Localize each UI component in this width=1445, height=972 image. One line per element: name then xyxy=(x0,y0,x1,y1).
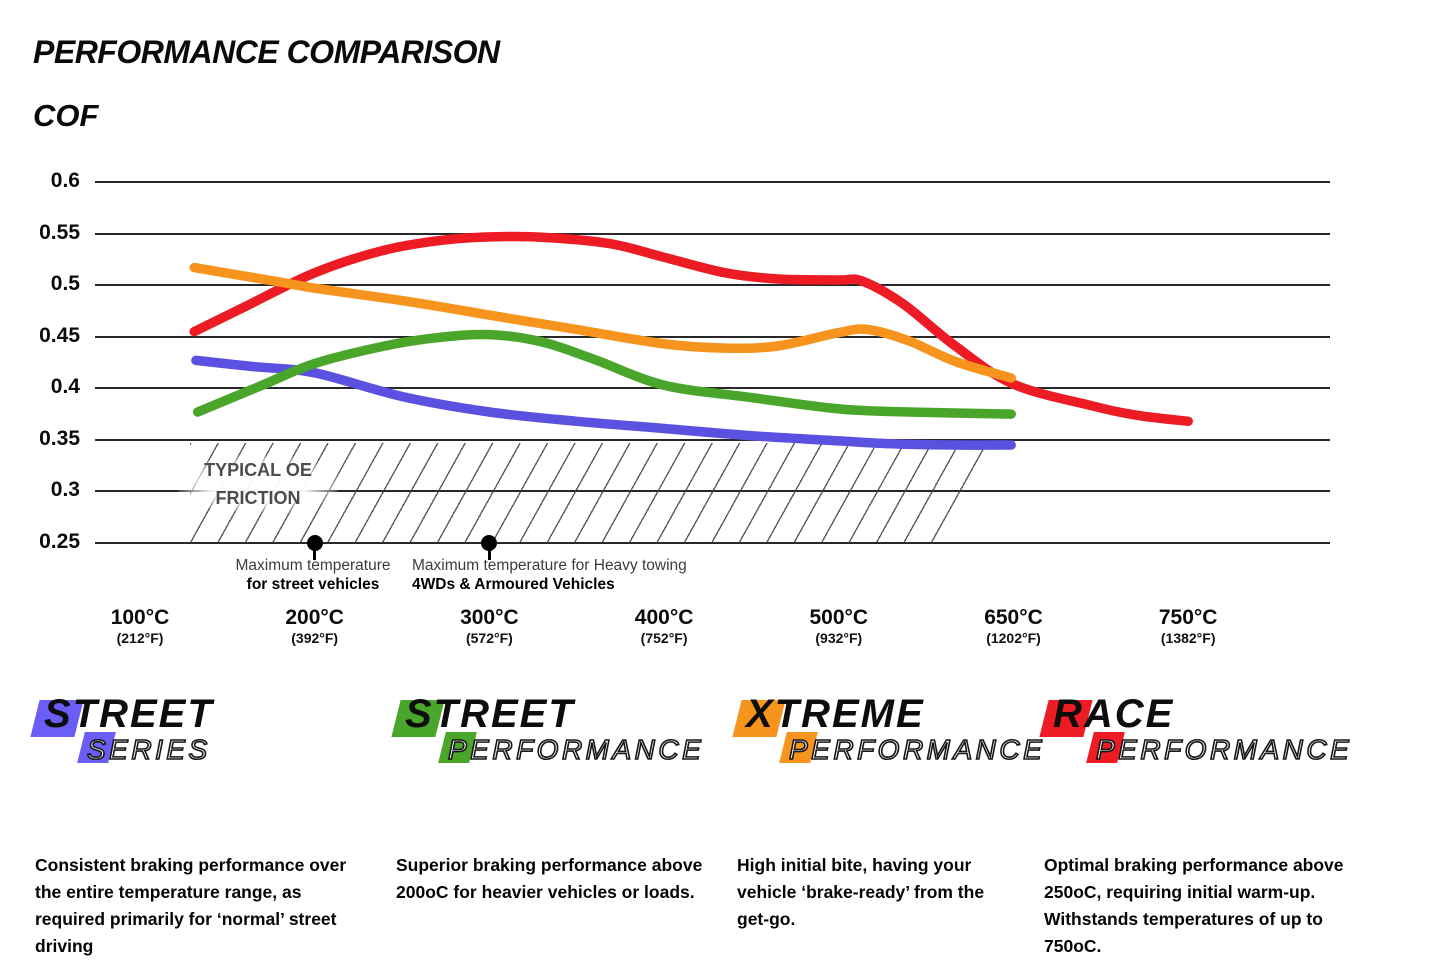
gridline xyxy=(95,232,1330,235)
x-tick-fahrenheit: (212°F) xyxy=(116,630,164,646)
x-tick-fahrenheit: (752°F) xyxy=(640,630,688,646)
legend-description: High initial bite, having your vehicle ‘… xyxy=(737,855,985,929)
legend-street-series: STREET SERIES Consistent braking perform… xyxy=(30,692,360,960)
x-tick-celsius: 500°C xyxy=(809,606,869,629)
y-axis-title: COF xyxy=(33,98,99,133)
logo-word-primary: XTREME xyxy=(746,692,925,736)
x-tick-celsius: 300°C xyxy=(460,606,519,629)
xtreme-performance-logo: XTREME PERFORMANCE xyxy=(732,692,1043,774)
x-tick-fahrenheit: (932°F) xyxy=(815,630,863,646)
x-tick-fahrenheit: (1382°F) xyxy=(1160,630,1216,646)
legend-xtreme-performance: XTREME PERFORMANCE High initial bite, ha… xyxy=(732,692,1043,933)
gridline xyxy=(95,284,1330,287)
y-tick-label: 0.25 xyxy=(39,529,80,553)
logo-word-secondary: PERFORMANCE xyxy=(1095,733,1353,766)
x-tick-celsius: 100°C xyxy=(110,606,170,629)
annotation-street-max-temp: Maximum temperature for street vehicles xyxy=(205,557,421,594)
y-tick-label: 0.55 xyxy=(39,220,80,244)
oe-label-line1: TYPICAL OE xyxy=(204,460,312,480)
logo-word-secondary: SERIES xyxy=(86,733,211,766)
legend-street-performance: STREET PERFORMANCE Superior braking perf… xyxy=(391,692,718,906)
marker-stem xyxy=(313,548,317,560)
y-tick-label: 0.45 xyxy=(39,323,80,347)
x-tick-label: 300°C (572°F) xyxy=(401,606,577,647)
series-race-performance xyxy=(189,231,1193,427)
marker-dot xyxy=(481,534,498,551)
logo-word-primary: STREET xyxy=(44,692,214,736)
y-tick-label: 0.5 xyxy=(50,272,80,296)
gridline xyxy=(95,181,1330,183)
x-tick-fahrenheit: (572°F) xyxy=(465,630,513,646)
x-tick-label: 100°C (212°F) xyxy=(52,606,228,647)
series-street-performance xyxy=(192,329,1016,419)
x-tick-celsius: 200°C xyxy=(285,606,344,629)
legend-description: Consistent braking performance over the … xyxy=(35,855,347,956)
typical-oe-friction-label: TYPICAL OE FRICTION xyxy=(178,456,338,512)
x-tick-label: 200°C (392°F) xyxy=(227,606,403,647)
gridline xyxy=(95,438,1330,441)
annotation-line: 4WDs & Armoured Vehicles xyxy=(412,575,615,593)
x-tick-label: 650°C (1202°F) xyxy=(926,606,1102,647)
x-tick-label: 750°C (1382°F) xyxy=(1100,606,1276,647)
annotation-line: Maximum temperature for Heavy towing xyxy=(412,557,687,574)
legend-description: Optimal braking performance above 250oC,… xyxy=(1044,855,1344,956)
series-xtreme-performance xyxy=(189,262,1016,383)
logo-word-primary: RACE xyxy=(1053,692,1175,736)
x-tick-celsius: 400°C xyxy=(634,606,694,629)
x-tick-fahrenheit: (1202°F) xyxy=(986,630,1041,646)
y-tick-label: 0.4 xyxy=(50,375,80,399)
street-series-logo: STREET SERIES xyxy=(30,692,360,774)
y-tick-label: 0.35 xyxy=(39,426,80,450)
marker-dot xyxy=(306,534,323,551)
y-tick-label: 0.6 xyxy=(50,169,80,192)
logo-word-secondary: PERFORMANCE xyxy=(788,733,1046,766)
annotation-towing-max-temp: Maximum temperature for Heavy towing 4WD… xyxy=(412,557,742,594)
series-street-series xyxy=(191,355,1016,450)
page-title: PERFORMANCE COMPARISON xyxy=(33,34,500,70)
x-tick-fahrenheit: (392°F) xyxy=(291,630,339,646)
legend-description: Superior braking performance above 200oC… xyxy=(396,855,703,902)
y-tick-label: 0.3 xyxy=(50,478,80,502)
gridline xyxy=(95,335,1330,338)
x-tick-celsius: 750°C xyxy=(1158,606,1218,629)
x-tick-label: 400°C (752°F) xyxy=(576,606,752,647)
annotation-line: for street vehicles xyxy=(246,575,380,593)
oe-label-line2: FRICTION xyxy=(215,488,301,508)
annotation-line: Maximum temperature xyxy=(235,557,391,574)
x-tick-celsius: 650°C xyxy=(984,606,1043,629)
x-tick-label: 500°C (932°F) xyxy=(751,606,927,647)
race-performance-logo: RACE PERFORMANCE xyxy=(1039,692,1362,774)
logo-word-primary: STREET xyxy=(405,692,575,736)
logo-word-secondary: PERFORMANCE xyxy=(447,733,705,766)
legend-race-performance: RACE PERFORMANCE Optimal braking perform… xyxy=(1039,692,1362,960)
marker-stem xyxy=(487,548,491,560)
street-performance-logo: STREET PERFORMANCE xyxy=(391,692,718,774)
